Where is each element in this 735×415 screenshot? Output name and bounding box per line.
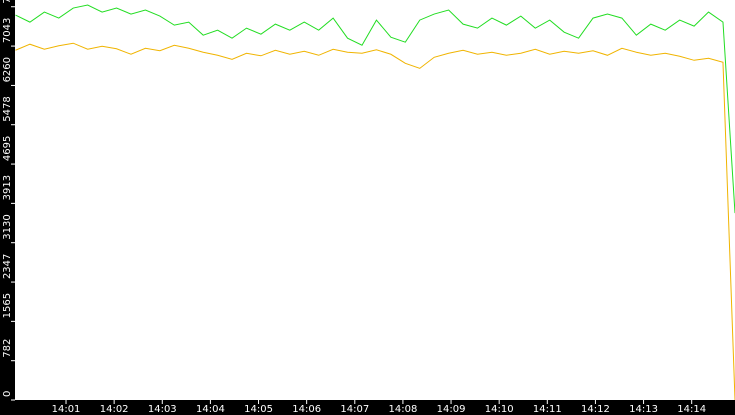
- x-tick-label: 14:03: [148, 404, 177, 415]
- series-line: [15, 4, 735, 214]
- y-tick-label: 1565: [2, 293, 13, 318]
- y-tick-label: 782: [2, 339, 13, 358]
- x-tick-label: 14:08: [389, 404, 418, 415]
- y-tick-label: 2347: [2, 254, 13, 279]
- y-tick-label: 5478: [2, 96, 13, 121]
- x-tick-label: 14:11: [533, 404, 562, 415]
- y-axis-bar: [0, 0, 15, 415]
- y-tick-label: 4695: [2, 136, 13, 161]
- x-tick-label: 14:05: [244, 404, 273, 415]
- x-tick-label: 14:14: [677, 404, 706, 415]
- x-tick-label: 14:13: [629, 404, 658, 415]
- series-line: [15, 42, 735, 401]
- x-tick-label: 14:02: [100, 404, 129, 415]
- x-tick-label: 14:10: [485, 404, 514, 415]
- y-tick-label: 7043: [2, 18, 13, 43]
- x-tick-label: 14:04: [196, 404, 225, 415]
- x-axis-bar: [0, 400, 735, 415]
- y-tick-label: 3913: [2, 175, 13, 200]
- y-tick-label: 7826: [2, 0, 13, 4]
- y-tick-label: 3130: [2, 214, 13, 239]
- y-tick-label: 0: [2, 391, 13, 397]
- x-tick-label: 14:09: [437, 404, 466, 415]
- x-tick-label: 14:06: [292, 404, 321, 415]
- y-tick-label: 6260: [2, 57, 13, 82]
- x-tick-label: 14:12: [581, 404, 610, 415]
- x-tick-label: 14:01: [52, 404, 81, 415]
- x-tick-label: 14:07: [340, 404, 369, 415]
